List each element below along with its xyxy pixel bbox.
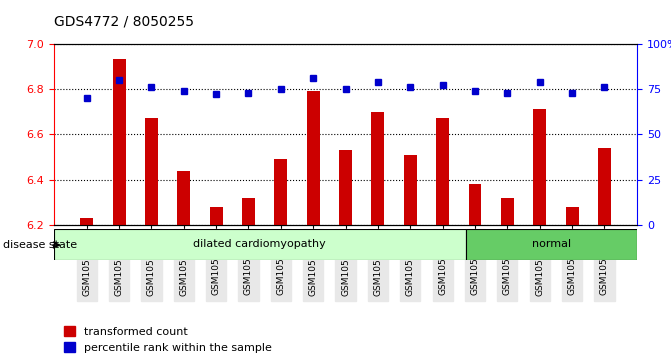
Text: disease state: disease state [3, 240, 77, 250]
Bar [242, 198, 255, 363]
Bar [372, 111, 384, 363]
Bar [339, 150, 352, 363]
Text: GDS4772 / 8050255: GDS4772 / 8050255 [54, 15, 194, 29]
Bar [274, 159, 287, 363]
Bar [81, 218, 93, 363]
Text: normal: normal [532, 239, 571, 249]
Bar [501, 198, 514, 363]
FancyBboxPatch shape [54, 229, 466, 260]
Bar [404, 155, 417, 363]
FancyBboxPatch shape [466, 229, 637, 260]
Bar [113, 60, 125, 363]
Bar [145, 118, 158, 363]
Legend: transformed count, percentile rank within the sample: transformed count, percentile rank withi… [59, 322, 276, 358]
Bar [436, 118, 449, 363]
Bar [307, 91, 319, 363]
Bar [533, 109, 546, 363]
Bar [177, 171, 191, 363]
Bar [598, 148, 611, 363]
Bar [566, 207, 578, 363]
Bar [468, 184, 482, 363]
Bar [209, 207, 223, 363]
Text: dilated cardiomyopathy: dilated cardiomyopathy [193, 239, 326, 249]
